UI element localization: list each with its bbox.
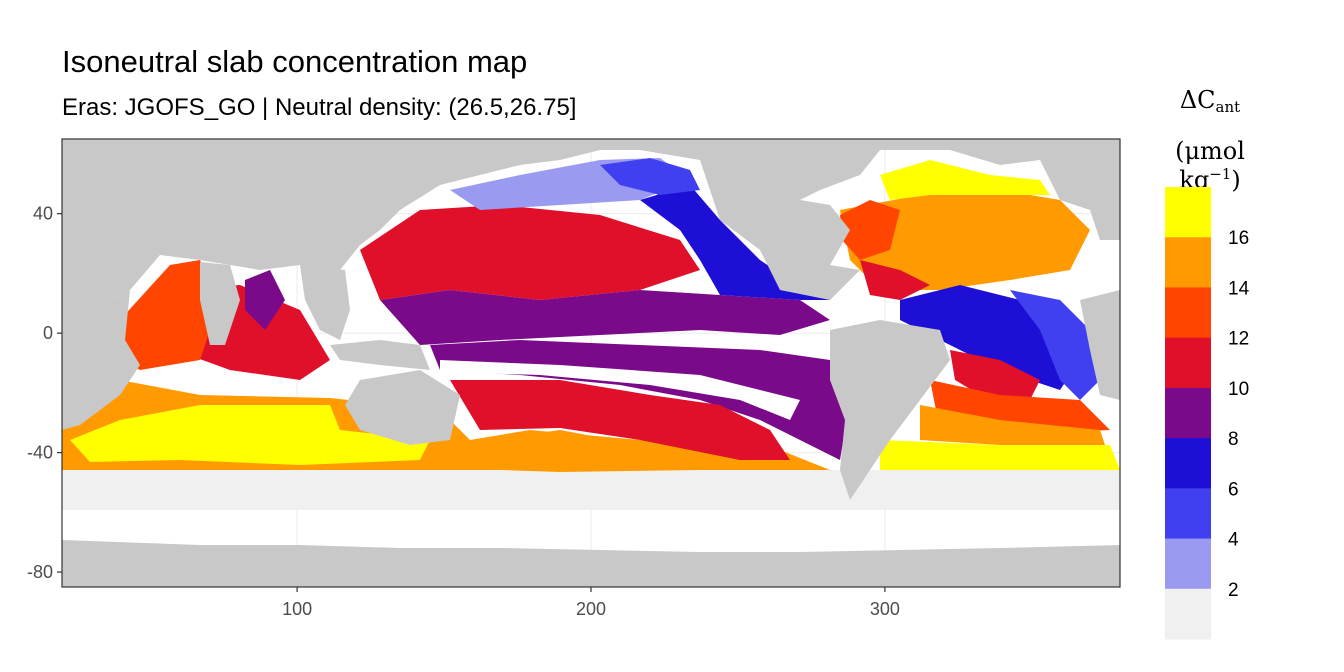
- tropical-atlantic-light-blue: [1010, 290, 1100, 400]
- legend-unit-close: ): [1231, 166, 1241, 194]
- legend-swatch: [1165, 387, 1211, 439]
- land-antarctica: [62, 540, 1120, 587]
- legend-label: 14: [1228, 278, 1250, 299]
- legend-colorbar: 2 4 6 8 10 12 14 16: [1165, 187, 1250, 640]
- subpolar-yellow: [880, 160, 1050, 200]
- land-africa-west: [1080, 290, 1120, 400]
- arabian-orange-red: [120, 260, 220, 370]
- map-title: Isoneutral slab concentration map: [62, 44, 528, 79]
- legend-swatch: [1165, 287, 1211, 339]
- bay-purple: [245, 270, 285, 330]
- legend-swatch: [1165, 588, 1211, 640]
- legend-swatch: [1165, 237, 1211, 288]
- legend-label: 8: [1228, 429, 1239, 450]
- north-pacific-deep-blue: [600, 158, 700, 195]
- x-tick-label: 300: [870, 599, 900, 619]
- north-pacific-purple: [380, 290, 830, 345]
- legend-label: 2: [1228, 580, 1239, 601]
- map-layers: [62, 139, 1120, 587]
- legend-swatch: [1165, 538, 1211, 590]
- indian-yellow: [70, 405, 430, 465]
- legend-title-symbol: ΔCant: [1150, 86, 1270, 116]
- north-atlantic-orange-red: [840, 200, 900, 260]
- x-tick-label: 100: [282, 599, 312, 619]
- south-pacific-red: [450, 380, 790, 460]
- legend-unit-superscript: −1: [1209, 165, 1232, 183]
- map-subtitle: Eras: JGOFS_GO | Neutral density: (26.5,…: [62, 94, 577, 121]
- legend-label: 10: [1228, 379, 1249, 400]
- southern-ocean-band: [62, 470, 1120, 510]
- north-atlantic-orange: [840, 190, 1090, 290]
- legend-swatch: [1165, 438, 1211, 489]
- south-atlantic-yellow: [880, 440, 1120, 470]
- y-tick-label: -40: [27, 443, 53, 463]
- x-tick-label: 200: [576, 599, 606, 619]
- south-atlantic-orange: [920, 405, 1105, 445]
- land-australia: [345, 370, 460, 445]
- legend-symbol-subscript: ant: [1215, 98, 1241, 116]
- x-axis: 100 200 300: [282, 587, 900, 619]
- north-atlantic-red: [860, 260, 930, 300]
- legend-label: 16: [1228, 228, 1249, 249]
- legend-label: 12: [1228, 329, 1249, 350]
- land-southeast-asia: [300, 265, 350, 340]
- land-north-america: [700, 160, 860, 300]
- north-pacific-blue: [640, 185, 830, 300]
- south-atlantic-red: [950, 350, 1040, 400]
- south-pacific-orange: [490, 430, 740, 472]
- north-pacific-red: [360, 205, 700, 300]
- land-india: [200, 262, 240, 345]
- land-africa: [62, 290, 140, 430]
- land-maritime-continent: [330, 340, 430, 370]
- legend-symbol: ΔC: [1179, 86, 1216, 114]
- legend-swatch: [1165, 187, 1211, 238]
- land-greenland-europe: [1040, 150, 1120, 240]
- legend-label: 4: [1228, 530, 1239, 551]
- y-tick-label: 40: [33, 204, 53, 224]
- legend-label: 6: [1228, 479, 1239, 500]
- legend-swatch: [1165, 488, 1211, 540]
- land-masses: [62, 139, 1120, 587]
- south-pacific-white-tongue: [440, 360, 800, 420]
- land-eurasia-north: [62, 139, 1120, 300]
- y-tick-label: 0: [43, 323, 53, 343]
- y-axis: 40 0 -40 -80: [27, 204, 62, 582]
- legend-swatch: [1165, 337, 1211, 389]
- land-south-america: [830, 320, 950, 500]
- y-tick-label: -80: [27, 562, 53, 582]
